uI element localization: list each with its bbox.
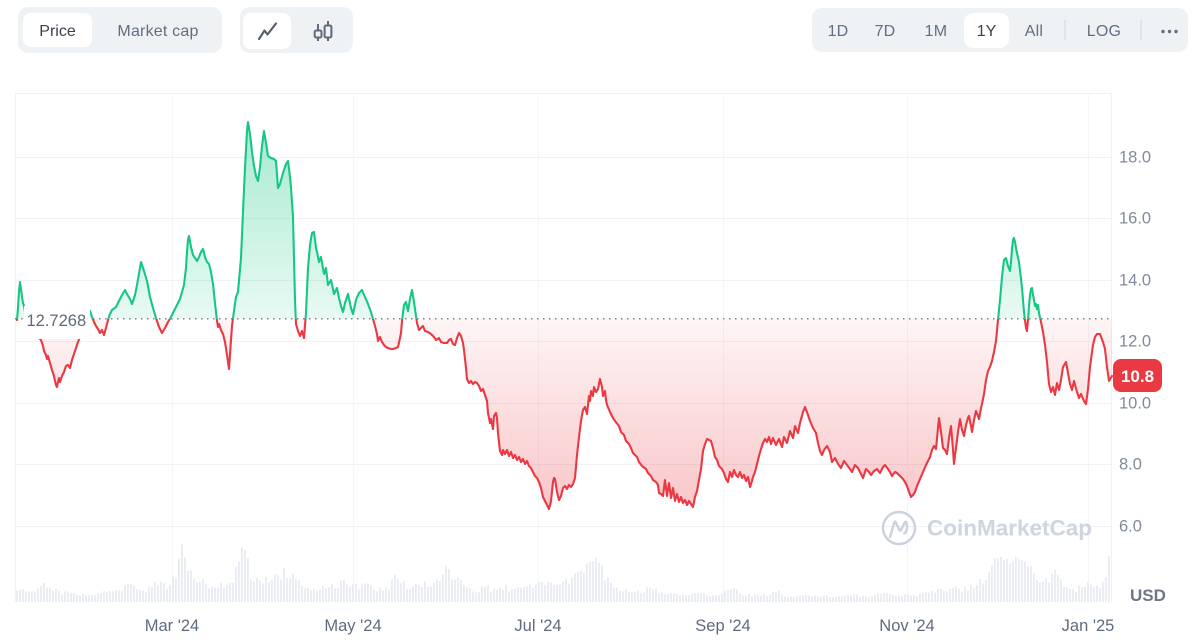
svg-text:7D: 7D xyxy=(875,23,896,40)
svg-text:10.8: 10.8 xyxy=(1121,367,1154,386)
svg-text:All: All xyxy=(1025,23,1043,40)
svg-text:8.0: 8.0 xyxy=(1119,456,1142,474)
svg-text:Nov '24: Nov '24 xyxy=(879,617,934,635)
svg-text:14.0: 14.0 xyxy=(1119,272,1151,290)
svg-text:1Y: 1Y xyxy=(977,23,997,40)
svg-text:1D: 1D xyxy=(828,23,849,40)
svg-text:16.0: 16.0 xyxy=(1119,210,1151,228)
svg-text:CoinMarketCap: CoinMarketCap xyxy=(927,516,1092,541)
svg-text:12.7268: 12.7268 xyxy=(27,312,87,330)
svg-text:Jan '25: Jan '25 xyxy=(1062,617,1115,635)
svg-text:USD: USD xyxy=(1130,586,1166,605)
svg-text:6.0: 6.0 xyxy=(1119,518,1142,536)
svg-text:Mar '24: Mar '24 xyxy=(145,617,200,635)
svg-text:1M: 1M xyxy=(925,23,948,40)
svg-text:Sep '24: Sep '24 xyxy=(695,617,750,635)
svg-text:10.0: 10.0 xyxy=(1119,395,1151,413)
svg-text:Market cap: Market cap xyxy=(117,23,198,40)
svg-text:May '24: May '24 xyxy=(324,617,381,635)
svg-text:12.0: 12.0 xyxy=(1119,333,1151,351)
svg-text:Jul '24: Jul '24 xyxy=(514,617,561,635)
svg-text:LOG: LOG xyxy=(1087,23,1121,40)
svg-text:18.0: 18.0 xyxy=(1119,149,1151,167)
svg-text:Price: Price xyxy=(39,23,76,40)
